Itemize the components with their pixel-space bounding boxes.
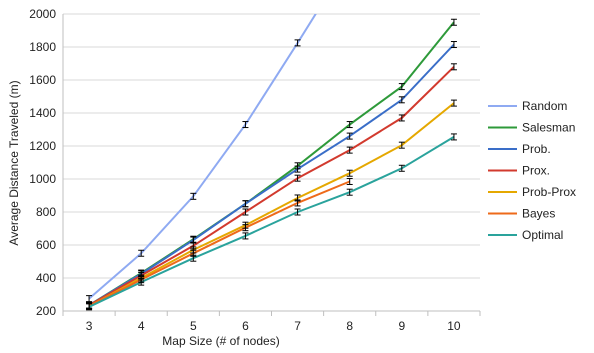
y-tick-label: 400 [36,271,56,285]
error-bar-prox- [242,208,249,216]
y-tick-label: 200 [36,304,56,318]
x-tick-label: 5 [190,319,197,333]
error-bar-optimal [294,208,301,216]
series-line-salesman [88,21,455,307]
y-tick-label: 1400 [29,106,56,120]
legend: Random Salesman Prob. Prox. Prob-Prox Bayes Op… [488,99,576,242]
error-bar-optimal [450,133,457,141]
series-line-prox- [88,66,455,307]
x-tick-label: 7 [294,319,301,333]
legend-label: Prob. [522,142,551,156]
x-tick-label: 3 [86,319,93,333]
y-tick-label: 1800 [29,40,56,54]
error-bar-prox- [398,114,405,122]
x-axis-ticks: 3 4 5 6 7 8 9 10 [62,311,481,333]
error-bar-salesman [346,121,353,129]
error-bar-salesman [450,18,457,26]
series-line-random [88,14,317,300]
error-bar-prox- [450,63,457,71]
series-line-prob-prox [88,102,455,307]
y-axis-ticks: 200 400 600 800 1000 1200 1400 1600 1800 2000 [29,7,56,318]
legend-item-random: Random [488,99,567,113]
error-bar-prob- [242,200,249,208]
error-bar-prob-prox [398,141,405,149]
error-bar-prob- [346,132,353,140]
y-axis-title: Average Distance Traveled (m) [7,80,21,245]
error-bar-bayes [346,177,353,185]
legend-item-salesman: Salesman [488,121,575,135]
error-bar-optimal [190,254,197,262]
x-tick-label: 6 [242,319,249,333]
error-bar-salesman [398,83,405,91]
y-tick-label: 2000 [29,7,56,21]
legend-item-bayes: Bayes [488,207,555,221]
error-bar-optimal [398,164,405,172]
error-bar-bayes [242,224,249,232]
series-line-prob- [88,43,455,307]
legend-label: Salesman [522,121,575,135]
series-line-optimal [88,136,455,308]
error-bar-bayes [294,199,301,207]
legend-item-prob-prox: Prob-Prox [488,185,576,199]
error-bar-prob- [450,41,457,49]
error-bar-optimal [242,232,249,240]
error-bar-random [138,249,145,257]
error-bar-prob-prox [346,169,353,177]
error-bar-prob- [398,96,405,104]
legend-label: Prox. [522,164,550,178]
y-tick-label: 800 [36,205,56,219]
x-tick-label: 4 [138,319,145,333]
y-tick-label: 600 [36,238,56,252]
error-bar-prob-prox [450,99,457,107]
error-bar-optimal [86,303,93,311]
error-bar-prox- [346,146,353,154]
error-bars [86,18,457,311]
error-bar-random [86,295,93,303]
error-bar-prob- [294,165,301,173]
error-bar-random [294,39,301,47]
legend-item-optimal: Optimal [488,228,563,242]
legend-item-prox-: Prox. [488,164,550,178]
legend-item-prob-: Prob. [488,142,551,156]
legend-label: Optimal [522,228,563,242]
error-bar-random [242,121,249,129]
legend-label: Bayes [522,207,555,221]
series-line-bayes [88,180,351,307]
y-tick-label: 1000 [29,172,56,186]
y-tick-label: 1200 [29,139,56,153]
legend-label: Random [522,99,567,113]
x-tick-label: 8 [346,319,353,333]
x-axis-title: Map Size (# of nodes) [162,334,279,348]
error-bar-optimal [138,278,145,286]
error-bar-prox- [294,174,301,182]
series-lines [88,14,455,308]
x-tick-label: 9 [398,319,405,333]
y-tick-label: 1600 [29,73,56,87]
error-bar-random [190,192,197,200]
x-tick-label: 10 [447,319,461,333]
error-bar-optimal [346,188,353,196]
legend-label: Prob-Prox [522,185,576,199]
